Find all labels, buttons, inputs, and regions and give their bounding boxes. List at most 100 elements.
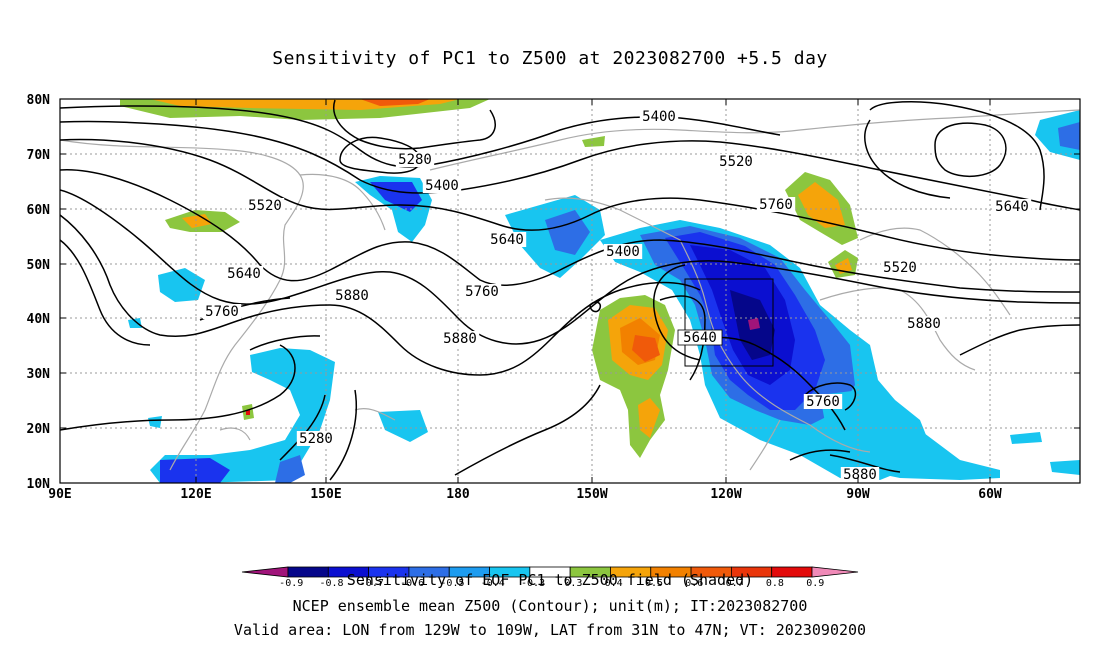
contour-label-bg [639,109,679,124]
contour-label: 5520 [248,198,282,214]
lon-label: 120W [710,487,741,502]
contour-label: 5880 [843,467,877,483]
contour-label: 5640 [227,266,261,282]
contour-label: 5400 [425,178,459,194]
shade-cyan [128,318,142,328]
colorbar-tick-label: 0.3 [564,578,582,589]
contour-label-bg [840,467,880,482]
contour-label-bg [440,331,480,346]
contour-label-bg [603,244,643,259]
shade-orange [182,214,212,228]
contour-label-bg [756,197,796,212]
colorbar-tick-label: 0.6 [685,578,703,589]
colorbar-tick-label: 0.9 [806,578,824,589]
colorbar-tick-label: -0.9 [279,578,303,589]
lon-label: 90E [48,487,71,502]
shade-cyan [820,390,1000,480]
shade-cyan [1010,432,1042,444]
lat-label: 70N [27,148,51,163]
lat-label: 50N [27,258,51,273]
shade-green [582,136,605,147]
colorbar-tick-label: -0.8 [319,578,343,589]
lon-label: 180 [446,487,470,502]
contour-label: 5880 [907,316,941,332]
sensitivity-shading [120,99,1080,483]
colorbar: -0.9 -0.8 -0.7 -0.6 -0.5 -0.4 -0.3 0.3 0.4 0.5 0.6… [241,566,859,589]
lat-label: 30N [27,367,51,382]
axis-ticks [59,98,1080,484]
contour-label: 5760 [205,304,239,320]
shade-cyan [1050,460,1080,475]
graticule [60,99,1080,483]
shade-magenta [748,318,760,330]
colorbar-tick-label: -0.7 [360,578,384,589]
contour-label: 5520 [883,260,917,276]
colorbar-end [811,566,859,578]
shade-blue [160,458,230,483]
shade-blue [1058,122,1080,150]
contour-label: 5640 [995,199,1029,215]
colorbar-tick-label: 0.8 [766,578,784,589]
contour-label: 5760 [465,284,499,300]
shade-cyan [150,348,335,483]
contour-label: 5880 [335,288,369,304]
contour-label-bg [332,288,372,303]
contour-label-bg [487,232,527,247]
contour-label-box [677,329,723,346]
shade-red [246,410,250,415]
contour-label: 5640 [683,330,717,346]
lat-label: 10N [27,477,51,492]
lon-label: 60W [978,487,1002,502]
contour-label: 5760 [759,197,793,213]
contour-label-bg [716,154,756,169]
shade-red [632,335,660,362]
shade-cyan [148,416,162,428]
contour-label-bg [904,316,944,331]
contour-label: 5400 [606,244,640,260]
lat-label: 20N [27,422,51,437]
contour-label: 5280 [398,152,432,168]
shade-blue [275,455,305,483]
shade-red [360,99,430,106]
lat-label: 60N [27,203,51,218]
contour-label-bg [202,304,242,319]
plot-area [60,99,1080,483]
colorbar-tick-label: 0.7 [726,578,744,589]
lon-label: 150W [576,487,607,502]
colorbar-tick-label: 0.5 [645,578,663,589]
map-title: Sensitivity of PC1 to Z500 at 2023082700… [272,48,828,69]
valid-area-box [684,278,774,367]
caption-line-2: NCEP ensemble mean Z500 (Contour); unit(… [292,597,808,615]
lon-axis-labels: 90E 120E 150E 180 150W 120W 90W 60W [48,487,1002,502]
contour-label-bg [992,199,1032,214]
contour-label-bg [462,284,502,299]
colorbar-tick-label: -0.3 [521,578,545,589]
caption-line-3: Valid area: LON from 129W to 109W, LAT f… [233,621,867,639]
colorbar-tick-label: -0.5 [440,578,464,589]
lon-label: 90W [846,487,870,502]
colorbar-tick-label: 0.4 [605,578,623,589]
lat-label: 40N [27,312,51,327]
shade-orange [798,182,845,228]
contour-label: 5640 [490,232,524,248]
contour-label-bg [245,198,285,213]
contour-label: 5760 [806,394,840,410]
colorbar-tick-label: -0.6 [400,578,424,589]
contour-label-bg [880,260,920,275]
contour-label-bg [803,394,843,409]
contour-label: 5400 [642,109,676,125]
coastlines [60,109,1080,471]
lat-label: 80N [27,93,51,108]
lat-axis-labels: 80N 70N 60N 50N 40N 30N 20N 10N [27,93,51,492]
caption-line-1: Sensitivity of EOF PC1 to Z500 field (Sh… [346,571,754,589]
contour-label-bg [422,178,462,193]
contour-label-bg [224,266,264,281]
lon-label: 120E [180,487,211,502]
plot-frame [59,98,1081,484]
contour-label: 5520 [719,154,753,170]
contour-label: 5880 [443,331,477,347]
contour-labels: 5280 5400 5520 5640 5760 5880 5400 5520 5640 5760… [202,109,1032,483]
contour-label-bg [395,152,435,167]
colorbar-tick-label: -0.4 [481,578,505,589]
